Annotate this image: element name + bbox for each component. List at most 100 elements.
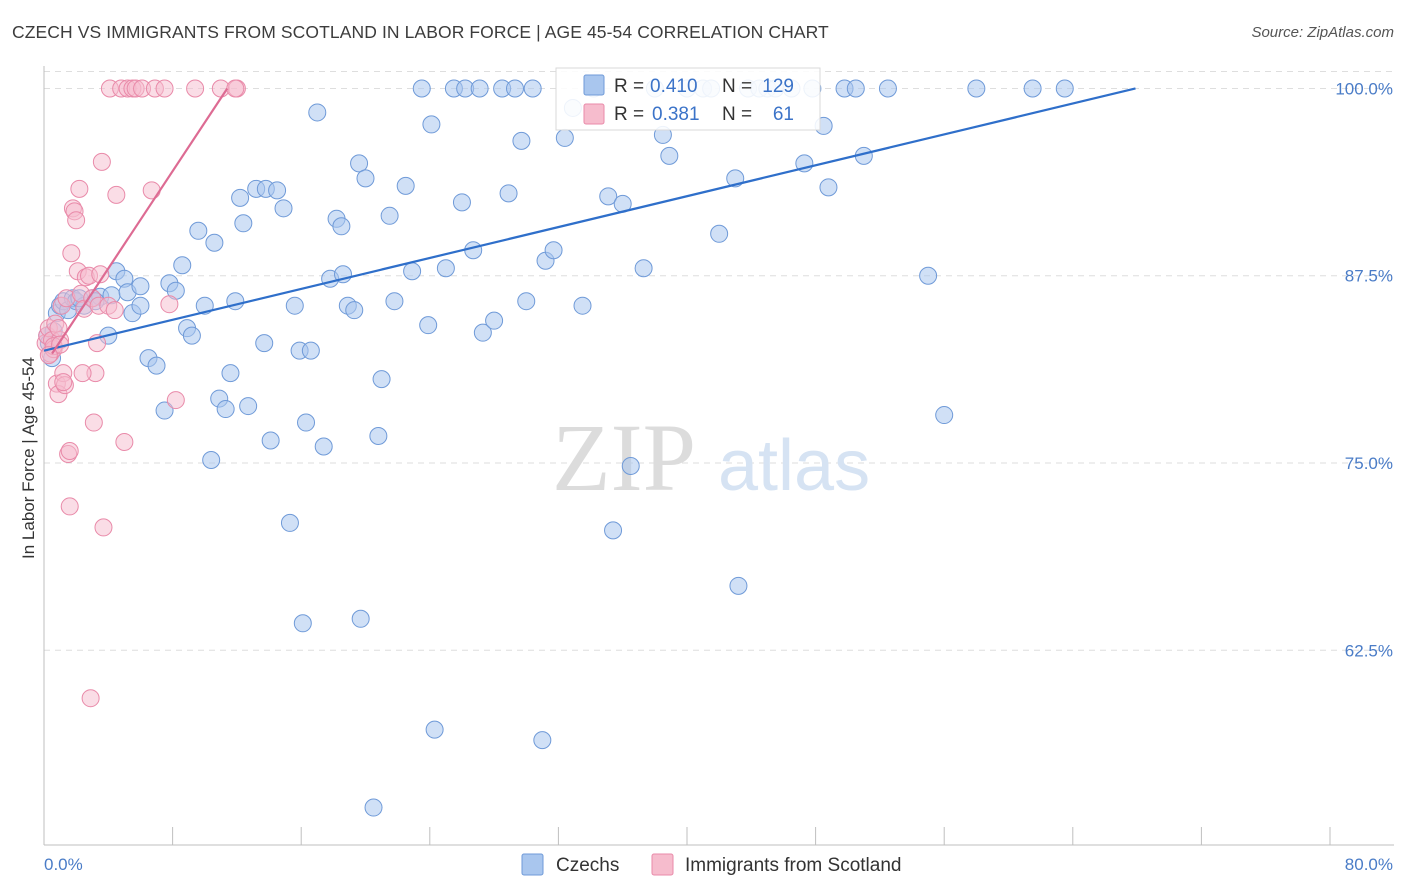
y-tick-label-1: 75.0% (1345, 454, 1393, 473)
scotland-point-57 (105, 301, 124, 320)
legend-label-czechs: Czechs (556, 855, 619, 876)
points-layer (36, 79, 1074, 817)
czech-point-78 (473, 323, 492, 342)
x-tick-label-max: 80.0% (1345, 855, 1393, 874)
czech-point-100 (660, 146, 679, 165)
scotland-point-27 (84, 413, 103, 432)
legend-swatch-scotland (651, 853, 674, 876)
czech-point-83 (512, 131, 531, 150)
stats-n-value-2: 61 (773, 104, 794, 125)
scotland-point-30 (91, 265, 110, 284)
czech-point-26 (182, 326, 201, 345)
czech-point-76 (464, 241, 483, 260)
scotland-point-42 (142, 181, 161, 200)
stats-swatch-scotland (583, 103, 605, 125)
czech-point-54 (332, 217, 351, 236)
czech-point-21 (155, 401, 174, 420)
trend-layer (43, 87, 1136, 355)
czech-point-69 (419, 316, 438, 335)
scotland-point-45 (160, 295, 179, 314)
czech-point-72 (436, 259, 455, 278)
czech-point-84 (517, 292, 536, 311)
czech-point-121 (935, 406, 954, 425)
y-tick-label-0: 62.5% (1345, 641, 1393, 660)
scotland-point-19 (67, 211, 86, 230)
czech-point-42 (268, 181, 287, 200)
czech-point-66 (396, 176, 415, 195)
czech-point-128 (131, 277, 150, 296)
czech-point-29 (202, 450, 221, 469)
legend-label-scotland: Immigrants from Scotland (685, 855, 901, 876)
czech-point-60 (356, 169, 375, 188)
czech-point-50 (308, 103, 327, 122)
stats-n-label-1: N = (722, 76, 752, 97)
czech-point-89 (555, 128, 574, 147)
czech-point-18 (131, 296, 150, 315)
czech-point-48 (293, 614, 312, 633)
czech-point-63 (372, 370, 391, 389)
scotland-point-55 (81, 689, 100, 708)
czech-point-47 (297, 413, 316, 432)
scotland-trend-line (51, 87, 229, 355)
stats-n-label-2: N = (722, 104, 752, 125)
czech-point-74 (452, 193, 471, 212)
czech-point-37 (239, 397, 258, 416)
scotland-point-44 (155, 79, 174, 98)
czech-point-115 (819, 178, 838, 197)
scotland-point-32 (94, 518, 113, 537)
czech-point-70 (422, 115, 441, 134)
czech-point-85 (523, 79, 542, 98)
czech-point-45 (285, 296, 304, 315)
czech-point-71 (425, 720, 444, 739)
czech-point-27 (189, 221, 208, 240)
czech-point-96 (621, 456, 640, 475)
stats-n-value-1: 129 (762, 76, 794, 97)
bottom-legend: Czechs Immigrants from Scotland (521, 853, 901, 876)
czech-point-33 (221, 364, 240, 383)
czech-point-82 (505, 79, 524, 98)
czech-point-44 (280, 513, 299, 532)
czech-point-123 (1023, 79, 1042, 98)
czech-point-65 (385, 292, 404, 311)
czech-point-64 (380, 206, 399, 225)
czech-point-81 (499, 184, 518, 203)
czech-point-86 (533, 731, 552, 750)
watermark-atlas: atlas (718, 426, 870, 506)
czech-point-94 (604, 521, 623, 540)
czech-point-61 (364, 798, 383, 817)
scotland-point-60 (226, 79, 245, 98)
czech-point-120 (919, 266, 938, 285)
axes-layer (43, 66, 1394, 846)
chart-title: CZECH VS IMMIGRANTS FROM SCOTLAND IN LAB… (12, 22, 829, 42)
stats-r-label-2: R = (614, 104, 644, 125)
czech-point-32 (216, 400, 235, 419)
grid-layer (44, 70, 1394, 651)
scotland-point-53 (60, 442, 79, 461)
stats-swatch-czechs (583, 74, 605, 96)
czech-point-35 (231, 188, 250, 207)
czech-point-124 (1055, 79, 1074, 98)
stats-r-label-1: R = (614, 76, 644, 97)
czech-point-104 (710, 224, 729, 243)
czech-point-57 (345, 301, 364, 320)
y-axis-title: In Labor Force | Age 45-54 (19, 357, 38, 559)
scotland-point-37 (115, 433, 134, 452)
czech-point-49 (301, 341, 320, 360)
scotland-point-31 (92, 152, 111, 171)
scotland-point-21 (70, 179, 89, 198)
scotland-point-47 (186, 79, 205, 98)
czech-point-106 (729, 576, 748, 595)
x-tick-label-min: 0.0% (44, 855, 83, 874)
czech-point-79 (485, 311, 504, 330)
czech-point-36 (234, 214, 253, 233)
scotland-point-52 (54, 373, 73, 392)
czech-point-68 (412, 79, 431, 98)
czech-point-30 (205, 233, 224, 252)
czech-point-93 (599, 187, 618, 206)
scotland-point-15 (60, 497, 79, 516)
czech-point-24 (173, 256, 192, 275)
stats-r-value-1: 0.410 (650, 76, 698, 97)
stats-r-value-2: 0.381 (652, 104, 700, 125)
y-tick-label-3: 100.0% (1335, 79, 1393, 98)
